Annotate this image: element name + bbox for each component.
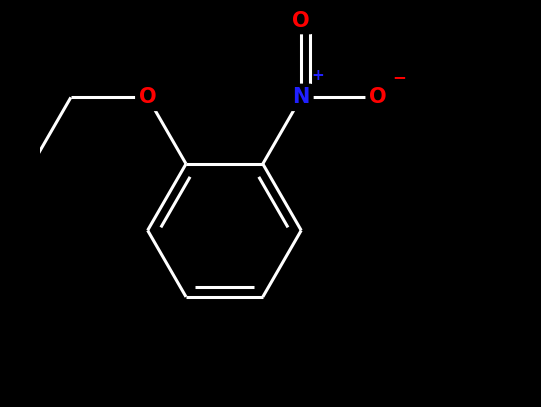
Text: +: + [312,68,325,83]
Text: O: O [369,88,387,107]
Text: O: O [292,11,310,31]
Text: O: O [139,88,156,107]
Text: −: − [392,68,406,85]
Text: N: N [293,88,310,107]
